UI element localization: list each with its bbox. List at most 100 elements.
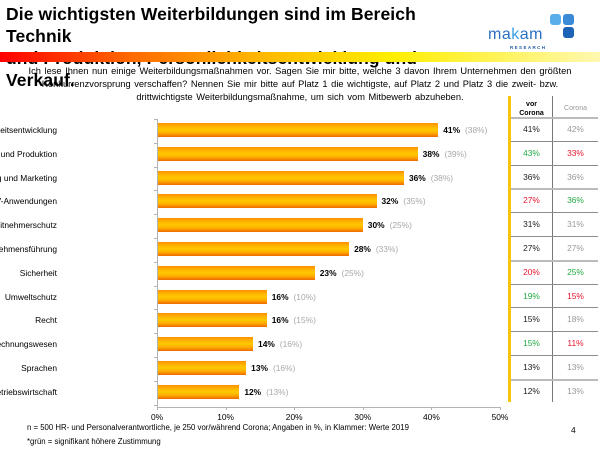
x-axis-tick (362, 407, 364, 410)
current-value: 28% (354, 244, 371, 254)
bar (158, 194, 377, 209)
bar (158, 289, 267, 304)
value-label: 32% (35%) (382, 196, 426, 206)
cell-vor-corona: 27% (523, 195, 540, 206)
bar (158, 218, 363, 233)
previous-value-2019: (16%) (272, 363, 296, 373)
cell-vor-corona: 36% (523, 171, 540, 182)
x-tick-label: 20% (285, 412, 303, 422)
bar (158, 146, 418, 161)
table-row-divider (511, 212, 598, 214)
value-label: 38% (39%) (423, 149, 467, 159)
cell-vor-corona: 43% (523, 147, 540, 158)
x-tick-label: 40% (423, 412, 440, 422)
bar (158, 361, 247, 375)
table-row-divider (511, 307, 598, 309)
category-label: Informatik und EDV-Anwendungen (0, 196, 57, 207)
value-label: 28% (33%) (354, 244, 398, 254)
x-axis-tick (225, 407, 227, 410)
value-label: 23% (25%) (320, 268, 364, 278)
category-label: Umweltschutz (4, 291, 57, 302)
cell-vor-corona: 27% (523, 243, 540, 253)
table-row-divider (511, 259, 598, 262)
previous-value-2019: (13%) (266, 386, 289, 397)
bar-chart: Persönlichkeitsentwicklung 41% (38%) Techni… (0, 110, 508, 422)
previous-value-2019: (38%) (430, 172, 454, 183)
x-axis-tick (157, 407, 158, 410)
header-corona: Corona (564, 105, 587, 112)
cell-corona: 25% (567, 266, 584, 277)
x-axis-tick (294, 407, 296, 410)
previous-value-2019: (25%) (389, 220, 412, 231)
previous-value-2019: (10%) (293, 291, 316, 302)
y-axis-tick (154, 285, 157, 287)
makam-logo-icon (550, 14, 576, 40)
value-label: 16% (10%) (272, 292, 316, 302)
comparison-table: vor Corona Corona 41% 42% 43% 33% 36% 36% 27% 3… (508, 96, 598, 402)
bar (158, 242, 350, 256)
significance-footnote: *grün = signifikant höhere Zustimmung (27, 437, 161, 446)
value-label: 16% (15%) (272, 315, 316, 325)
y-axis-tick (154, 404, 157, 406)
x-tick-label: 10% (217, 412, 234, 422)
current-value: 38% (422, 148, 440, 159)
x-axis (157, 407, 501, 408)
x-axis-tick (500, 407, 501, 410)
x-tick-label: 0% (150, 412, 164, 422)
cell-corona: 11% (567, 338, 584, 349)
cell-corona: 31% (567, 219, 584, 230)
cell-vor-corona: 31% (523, 219, 540, 230)
previous-value-2019: (38%) (465, 125, 488, 135)
current-value: 32% (381, 196, 399, 207)
previous-value-2019: (16%) (279, 339, 303, 350)
cell-corona: 13% (567, 362, 584, 372)
page-number: 4 (571, 425, 576, 435)
survey-question: Ich lese Ihnen nun einige Weiterbildungs… (28, 66, 572, 102)
category-label: Persönlichkeitsentwicklung (0, 125, 57, 135)
bar (158, 384, 240, 399)
category-label: Management, Unternehmensführung (0, 244, 57, 254)
table-divider-yellow (508, 96, 511, 402)
header-gradient-bar (0, 52, 600, 62)
cell-vor-corona: 12% (523, 385, 540, 396)
cell-corona: 36% (567, 171, 584, 182)
previous-value-2019: (25%) (341, 267, 364, 278)
category-label: Technik und Produktion (0, 148, 57, 159)
y-axis-tick (154, 214, 157, 216)
y-axis-tick (154, 142, 157, 144)
y-axis-tick (154, 380, 157, 382)
current-value: 23% (319, 267, 337, 278)
previous-value-2019: (33%) (375, 244, 399, 254)
bar (158, 123, 439, 137)
current-value: 16% (271, 291, 289, 302)
table-row-divider (511, 355, 598, 356)
x-tick-label: 30% (354, 412, 372, 422)
cell-corona: 42% (567, 124, 584, 134)
current-value: 30% (367, 220, 385, 231)
current-value: 16% (271, 315, 289, 326)
x-axis-tick (431, 407, 433, 410)
table-row-divider (511, 283, 598, 285)
makam-logo: makam RESEARCH (488, 12, 598, 56)
bar (158, 313, 267, 328)
cell-corona: 13% (567, 385, 584, 396)
category-label: Sicherheit (19, 267, 57, 278)
table-row-divider (511, 188, 598, 191)
bar (158, 265, 315, 280)
y-axis-tick (154, 261, 157, 263)
bar (158, 170, 404, 185)
cell-corona: 15% (567, 290, 584, 301)
logo-subtext: RESEARCH (510, 45, 547, 50)
value-label: 30% (25%) (368, 220, 412, 230)
category-label: Verkaufstraining und Marketing (0, 172, 57, 183)
cell-corona: 27% (567, 243, 584, 253)
y-axis-tick (154, 333, 157, 335)
category-label: Betriebswirtschaft (0, 386, 57, 397)
current-value: 12% (244, 386, 262, 397)
table-row-divider (511, 164, 598, 166)
category-label: Recht (35, 315, 57, 326)
current-value: 14% (258, 339, 275, 350)
cell-vor-corona: 15% (523, 314, 540, 325)
y-axis-tick (154, 309, 157, 311)
table-row-divider (511, 140, 598, 142)
